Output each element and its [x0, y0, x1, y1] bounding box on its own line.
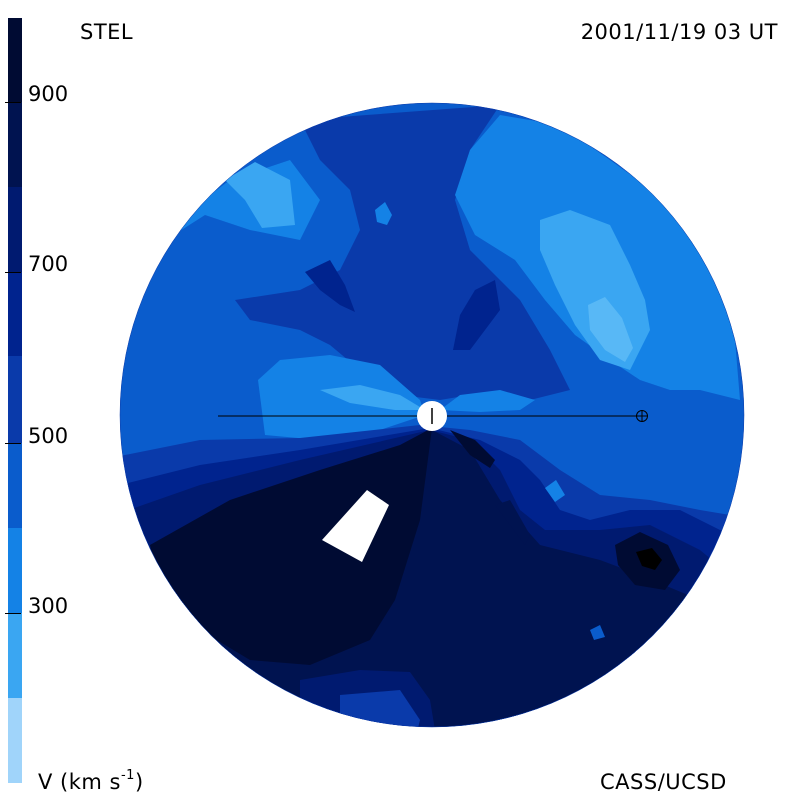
colorbar-band-900	[8, 18, 22, 102]
colorbar-band-200	[8, 613, 22, 698]
colorbar-band-100	[8, 698, 22, 783]
region-300-spot-lower	[545, 480, 565, 502]
region-900-near-sun	[450, 430, 495, 468]
colorbar-tick-700	[5, 272, 21, 273]
colorbar-tick-300	[5, 613, 21, 614]
earth-icon	[636, 410, 648, 422]
colorbar-label-500: 500	[28, 424, 69, 448]
map-boundary	[119, 102, 745, 728]
unit-suffix: )	[134, 770, 144, 794]
plot-title-instrument: STEL	[80, 20, 134, 44]
region-900-lower-left	[150, 428, 432, 665]
colorbar-band-800	[8, 102, 22, 187]
region-800-streak	[495, 500, 530, 545]
colorbar-tick-900	[5, 102, 21, 103]
plot-timestamp: 2001/11/19 03 UT	[580, 20, 778, 44]
region-600-pocket-a	[453, 280, 500, 350]
colorbar-label-700: 700	[28, 252, 69, 276]
colorbar-band-400	[8, 443, 22, 528]
colorbar-band-300	[8, 528, 22, 613]
region-600-pocket-b	[305, 260, 355, 312]
region-400-spot-lower	[590, 625, 605, 640]
unit-prefix: V (km s	[38, 770, 121, 794]
colorbar-band-500	[8, 356, 22, 443]
data-gap	[322, 490, 389, 562]
colorbar	[8, 18, 22, 783]
colorbar-label-300: 300	[28, 594, 69, 618]
colorbar-label-900: 900	[28, 82, 69, 106]
region-300-center-right	[440, 390, 535, 412]
region-100-right	[588, 297, 633, 362]
region-200-left	[225, 162, 295, 228]
unit-exponent: -1	[120, 768, 135, 783]
region-200-center	[320, 385, 425, 410]
credit-label: CASS/UCSD	[600, 770, 727, 794]
colorbar-unit-label: V (km s-1)	[38, 769, 144, 794]
region-900-core-right	[636, 548, 662, 570]
region-300-spot	[375, 202, 392, 225]
colorbar-tick-500	[5, 443, 21, 444]
sun-icon	[417, 401, 447, 431]
colorbar-band-600	[8, 272, 22, 356]
colorbar-band-700	[8, 187, 22, 272]
